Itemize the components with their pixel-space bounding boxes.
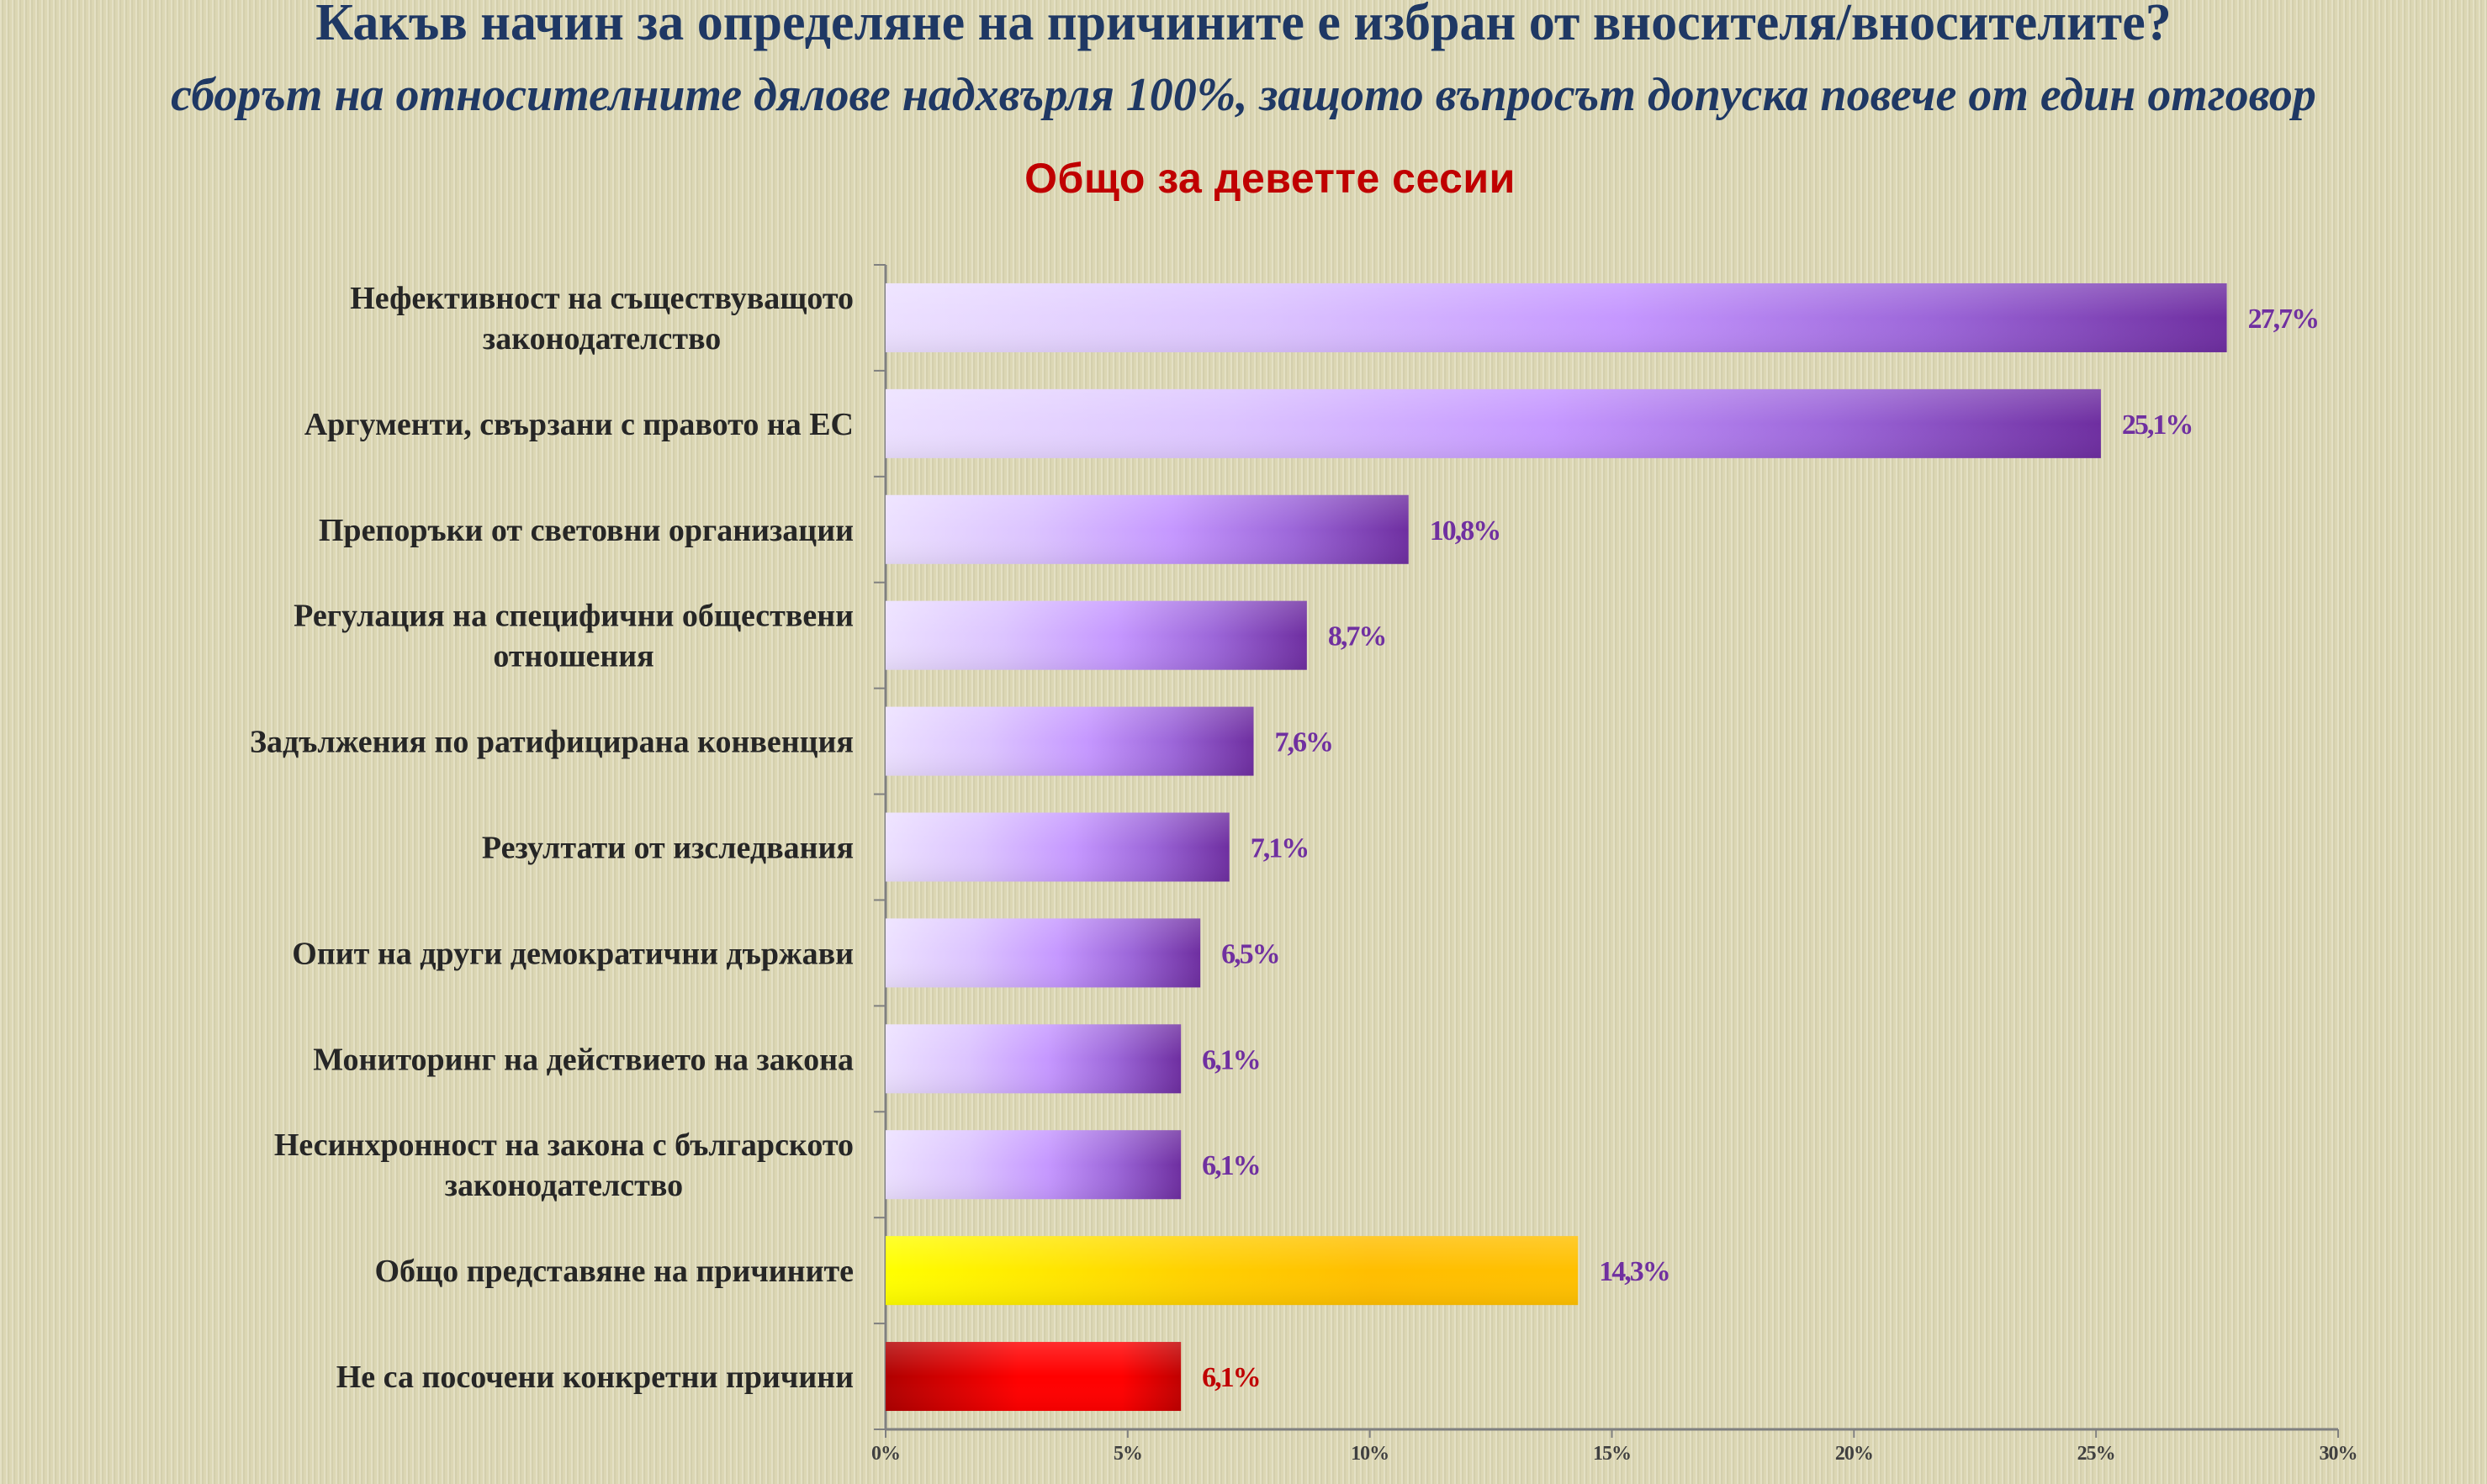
data-label: 7,6% bbox=[1275, 727, 1333, 758]
x-tick-label: 15% bbox=[1593, 1443, 1631, 1465]
category-label-line: Аргументи, свързани с правото на ЕС bbox=[304, 407, 854, 442]
bar-gloss bbox=[886, 388, 2101, 458]
category-label: Аргументи, свързани с правото на ЕС bbox=[304, 407, 854, 442]
category-labels: Нефективност на съществуващото законодате… bbox=[250, 281, 854, 1395]
category-label: Опит на други демократични държави bbox=[292, 936, 854, 971]
bar-gloss bbox=[886, 494, 1409, 564]
page-title: Какъв начин за определяне на причините е… bbox=[315, 0, 2172, 51]
data-label: 6,1% bbox=[1202, 1044, 1260, 1075]
category-label: Мониторинг на действието на закона bbox=[313, 1042, 854, 1077]
bar-gloss bbox=[886, 1024, 1182, 1094]
category-label-line: Препоръки от световни организации bbox=[319, 513, 854, 548]
category-label-line: Общо представяне на причините bbox=[374, 1254, 854, 1289]
chart-bars bbox=[886, 283, 2227, 1412]
category-label-line: Мониторинг на действието на закона bbox=[313, 1042, 854, 1077]
category-label-line: Несинхронност на закона с българското bbox=[274, 1128, 854, 1163]
category-label-line: Задължения по ратифицирана конвенция bbox=[250, 725, 854, 760]
x-tick-label: 0% bbox=[871, 1443, 900, 1465]
category-label-line: Регулация на специфични обществени bbox=[294, 599, 854, 634]
x-tick-label: 20% bbox=[1835, 1443, 1873, 1465]
data-label: 14,3% bbox=[1599, 1256, 1669, 1287]
category-label: Не са посочени конкретни причини bbox=[336, 1360, 854, 1395]
bar-gloss bbox=[886, 1130, 1182, 1200]
bar-gloss bbox=[886, 706, 1254, 776]
category-label-line: Не са посочени конкретни причини bbox=[336, 1360, 854, 1395]
category-label-line: отношения bbox=[493, 639, 653, 674]
bar-gloss bbox=[886, 600, 1307, 670]
category-label-line: законодателство bbox=[445, 1168, 683, 1203]
category-label: Нефективност на съществуващото законодате… bbox=[350, 281, 854, 356]
category-label-line: Нефективност на съществуващото bbox=[350, 281, 854, 316]
data-label: 8,7% bbox=[1328, 621, 1386, 652]
data-label: 6,5% bbox=[1221, 938, 1279, 969]
data-label: 27,7% bbox=[2248, 304, 2319, 335]
category-label-line: Опит на други демократични държави bbox=[292, 936, 854, 971]
category-label: Общо представяне на причините bbox=[374, 1254, 854, 1289]
bar-gloss bbox=[886, 283, 2227, 352]
category-label: Задължения по ратифицирана конвенция bbox=[250, 725, 854, 760]
category-label: Несинхронност на закона с българското зак… bbox=[274, 1128, 854, 1203]
data-label: 6,1% bbox=[1202, 1362, 1260, 1393]
category-label: Регулация на специфични обществени отноше… bbox=[294, 599, 854, 674]
chart-title: Общо за деветте сесии bbox=[1024, 155, 1516, 202]
data-label: 10,8% bbox=[1430, 515, 1500, 547]
bar-gloss bbox=[886, 812, 1230, 882]
bar-gloss bbox=[886, 918, 1201, 988]
category-label: Препоръки от световни организации bbox=[319, 513, 854, 548]
page-subtitle: сборът на относителните дялове надхвърля… bbox=[171, 69, 2316, 121]
category-label-line: Резултати от изследвания bbox=[482, 831, 854, 866]
x-tick-label: 10% bbox=[1351, 1443, 1389, 1465]
x-tick-label: 30% bbox=[2320, 1443, 2357, 1465]
data-label: 25,1% bbox=[2122, 409, 2193, 441]
category-label: Резултати от изследвания bbox=[482, 831, 854, 866]
bar-gloss bbox=[886, 1342, 1182, 1412]
x-tick-label: 25% bbox=[2077, 1443, 2115, 1465]
x-tick-label: 5% bbox=[1114, 1443, 1142, 1465]
category-label-line: законодателство bbox=[483, 321, 721, 356]
data-label: 7,1% bbox=[1251, 833, 1309, 864]
data-label: 6,1% bbox=[1202, 1150, 1260, 1181]
value-labels: 27,7% 25,1% 10,8% 8,7% 7,6% 7,1% 6,5% 6,1% 6,1% 1… bbox=[1202, 304, 2320, 1393]
bar-gloss bbox=[886, 1236, 1579, 1306]
x-axis-ticks: 0% 5% 10% 15% 20% 25% 30% bbox=[871, 1429, 2358, 1465]
